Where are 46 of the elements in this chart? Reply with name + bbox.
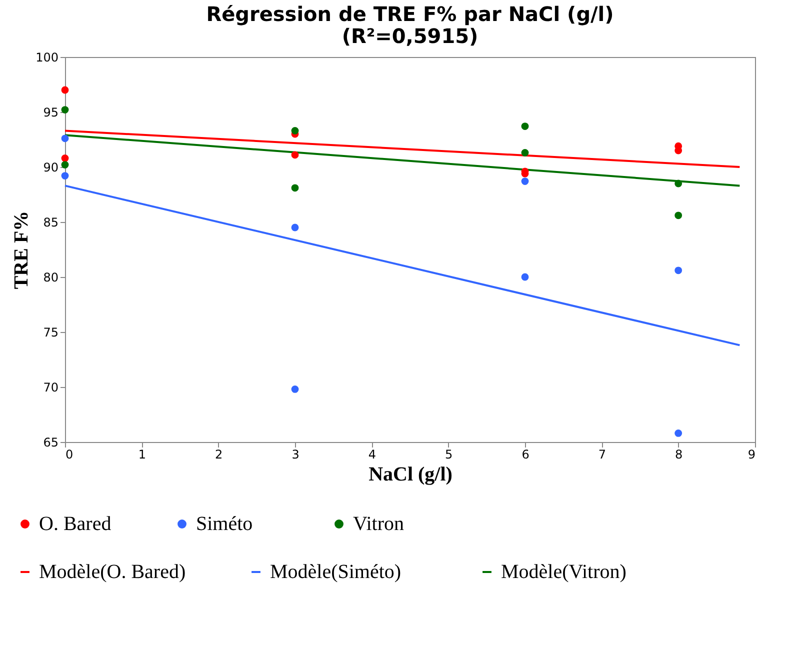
point bbox=[674, 180, 682, 188]
chart-title: Régression de TRE F% par NaCl (g/l) (R²=0,5915) bbox=[206, 2, 614, 48]
y-tick-label: 80 bbox=[43, 270, 58, 284]
point bbox=[674, 430, 682, 437]
point bbox=[674, 266, 682, 274]
x-tick-label: 3 bbox=[292, 448, 300, 462]
legend-label: Modèle(O. Bared) bbox=[39, 561, 186, 583]
point bbox=[61, 106, 69, 114]
legend-label: O. Bared bbox=[39, 513, 112, 535]
point bbox=[61, 86, 69, 94]
x-tick-label: 0 bbox=[66, 448, 74, 462]
point bbox=[291, 184, 299, 192]
legend-label: Modèle(Vitron) bbox=[501, 561, 626, 583]
y-tick-label: 90 bbox=[43, 160, 58, 174]
x-tick-label: 5 bbox=[445, 448, 453, 462]
y-axis-title: TRE F% bbox=[10, 210, 33, 290]
y-tick-label: 85 bbox=[43, 216, 58, 230]
x-tick-label: 7 bbox=[598, 448, 606, 462]
point bbox=[291, 151, 299, 159]
x-tick-label: 4 bbox=[368, 448, 376, 462]
point bbox=[521, 178, 529, 185]
point bbox=[61, 161, 69, 168]
y-tick-label: 70 bbox=[43, 380, 58, 394]
point bbox=[291, 127, 299, 134]
legend-label: Vitron bbox=[353, 513, 404, 535]
y-tick-label: 75 bbox=[43, 326, 58, 340]
point bbox=[61, 172, 69, 180]
point bbox=[521, 273, 529, 281]
point bbox=[291, 224, 299, 232]
point bbox=[61, 134, 69, 142]
legend-label: Modèle(Siméto) bbox=[270, 561, 402, 583]
x-tick-label: 6 bbox=[522, 448, 530, 462]
y-tick-label: 95 bbox=[43, 106, 58, 120]
point bbox=[291, 386, 299, 393]
point bbox=[674, 212, 682, 220]
x-tick-label: 1 bbox=[138, 448, 146, 462]
point bbox=[521, 149, 529, 156]
x-tick-label: 9 bbox=[748, 448, 756, 462]
point bbox=[61, 154, 69, 162]
y-tick-label: 100 bbox=[36, 50, 58, 64]
x-tick-label: 2 bbox=[215, 448, 223, 462]
x-axis-title: NaCl (g/l) bbox=[368, 464, 452, 486]
legend-label: Siméto bbox=[196, 513, 253, 535]
point bbox=[521, 122, 529, 130]
y-tick-label: 65 bbox=[43, 436, 58, 450]
x-tick-label: 8 bbox=[675, 448, 683, 462]
